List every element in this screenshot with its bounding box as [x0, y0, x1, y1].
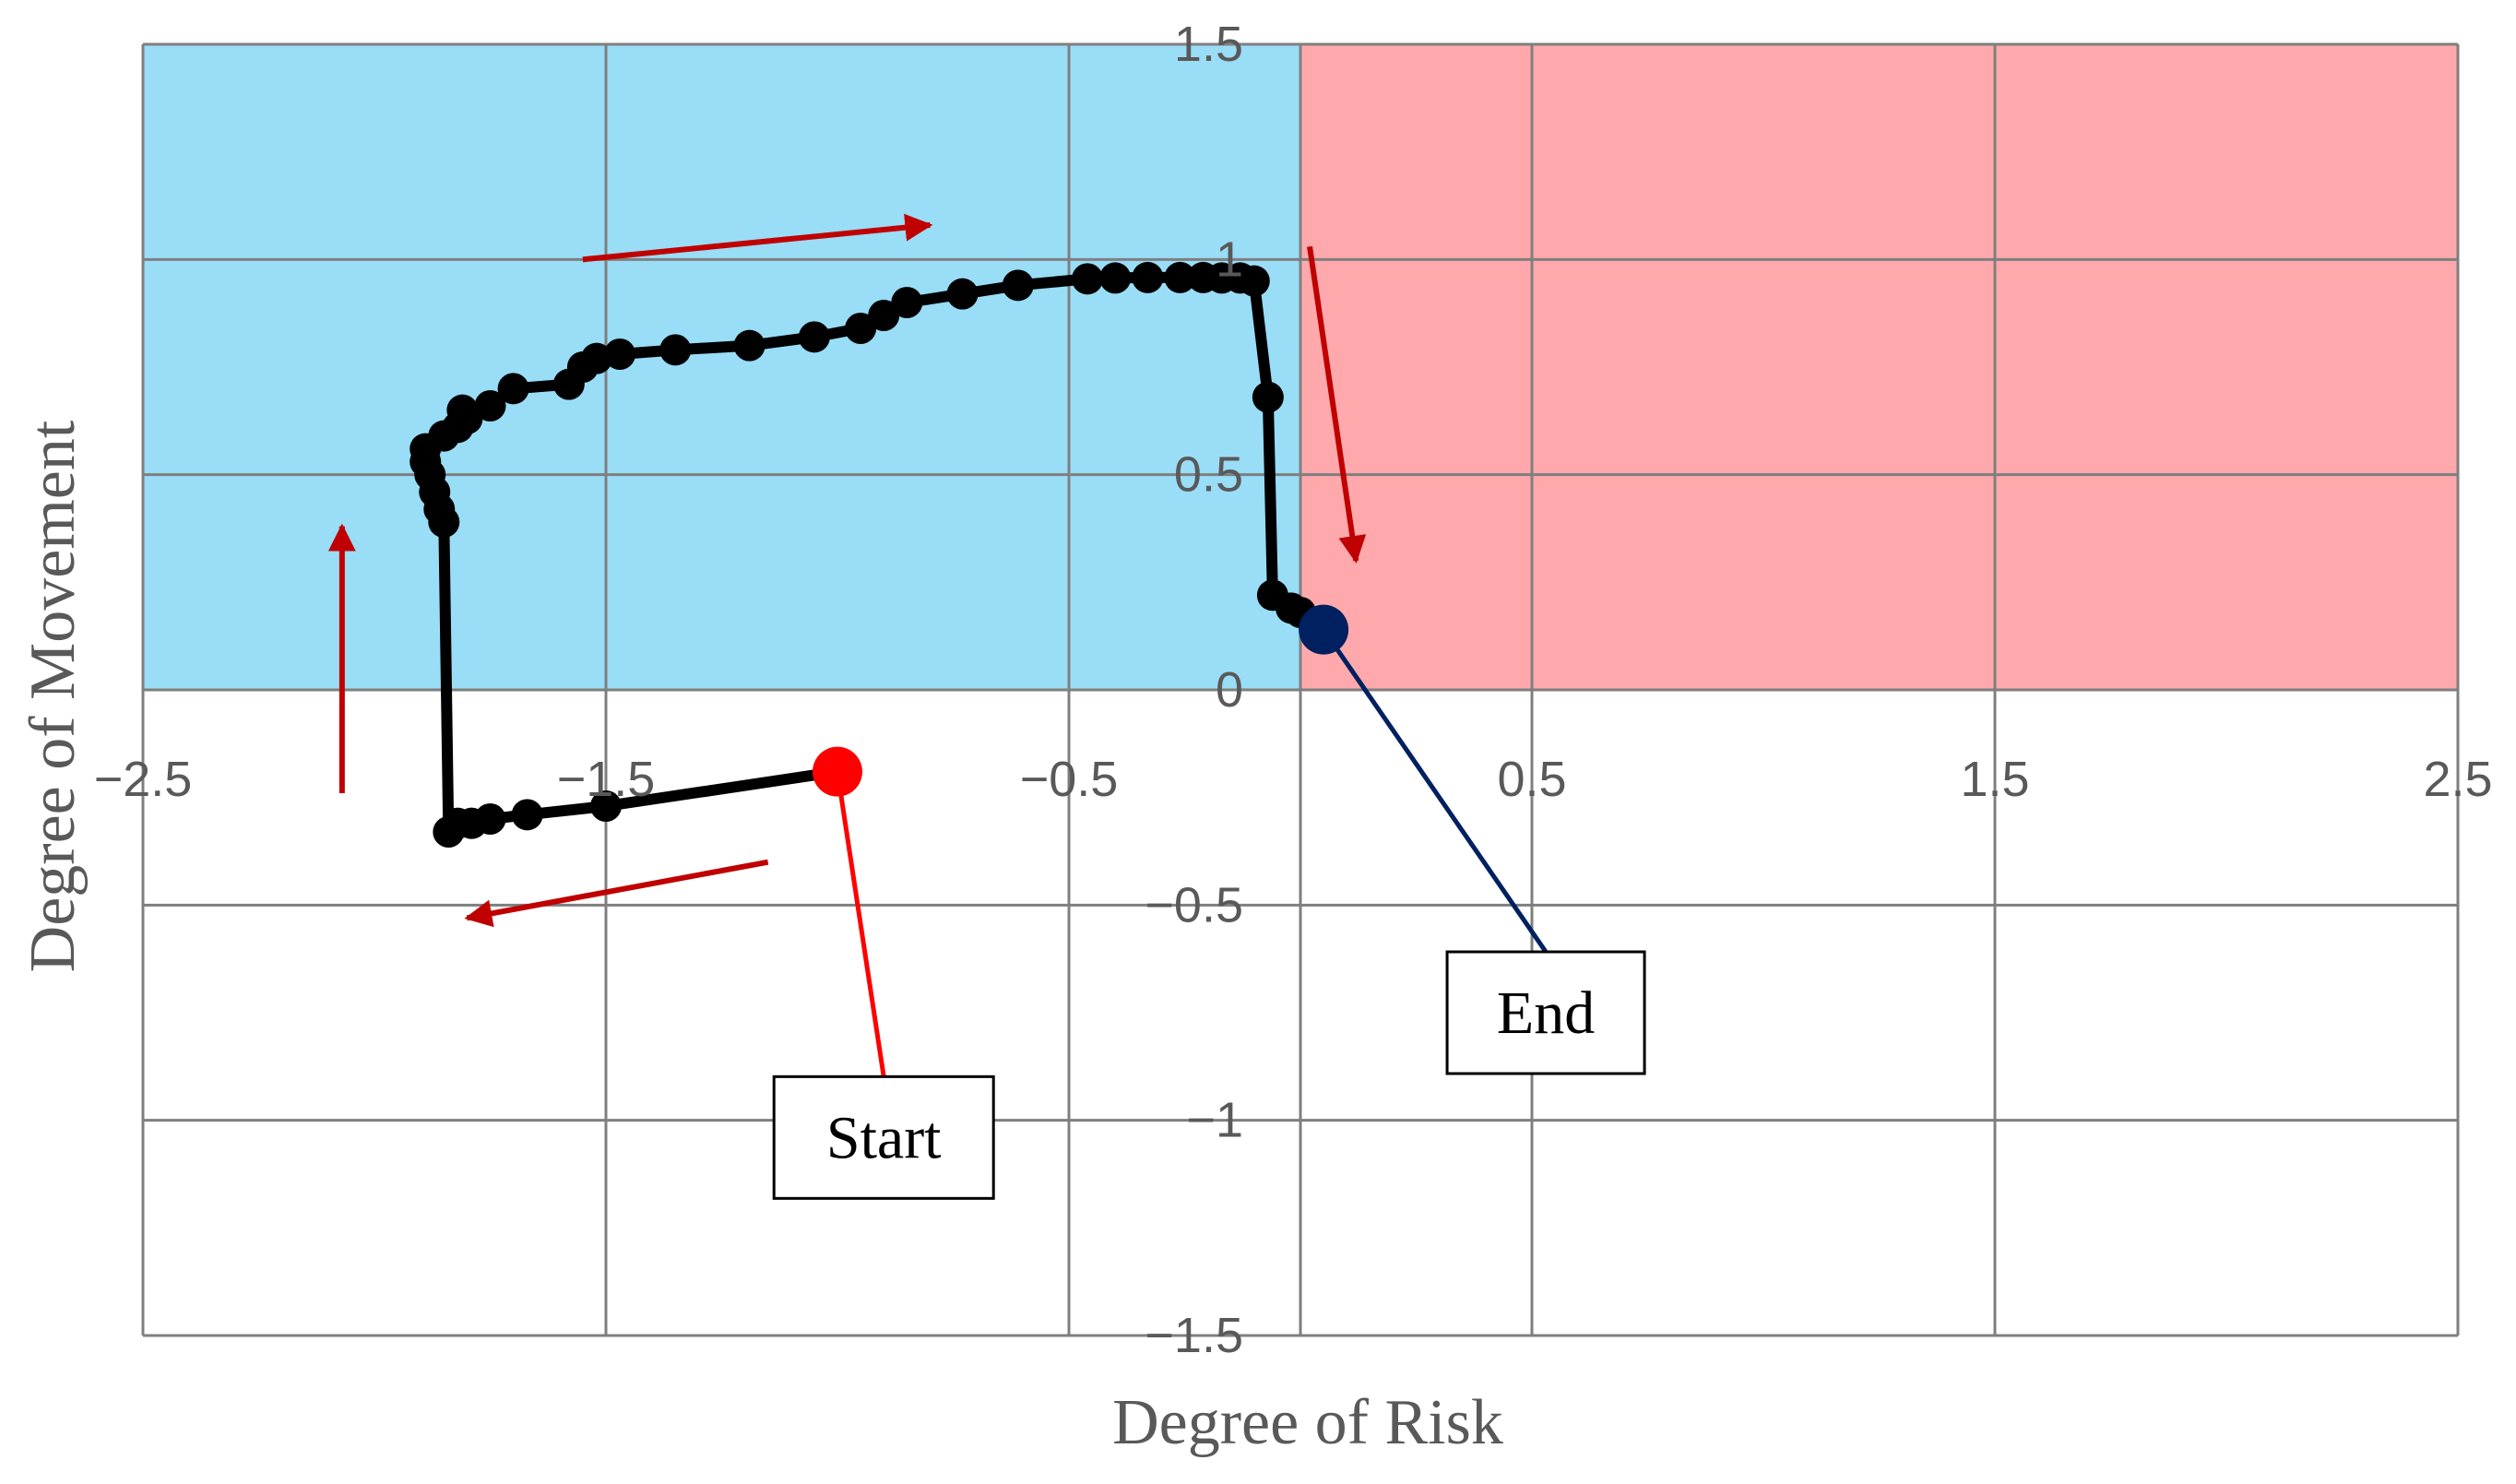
- data-point: [580, 342, 612, 374]
- data-point: [1099, 262, 1132, 294]
- tick-labels: −2.5 −1.5 −0.5 0.5 1.5 2.5 1.5 1 0.5 0 −0.5 −1 −1.5: [94, 17, 2493, 1363]
- data-point: [1132, 261, 1164, 293]
- data-point: [497, 373, 529, 405]
- x-tick-label: 2.5: [2423, 752, 2492, 807]
- data-point: [1002, 269, 1034, 302]
- blue-quadrant: [143, 44, 1300, 690]
- x-tick-label: −2.5: [94, 752, 193, 807]
- annotation-boxes: Start End: [772, 950, 1646, 1200]
- quadrant-regions: [143, 44, 2458, 690]
- annotation-label: Start: [826, 1104, 942, 1171]
- y-tick-label: −1.5: [1145, 1308, 1243, 1363]
- grid-lines: [141, 42, 2460, 1337]
- annotation-label: End: [1497, 979, 1595, 1047]
- y-tick-label: 0.5: [1174, 447, 1243, 503]
- direction-arrows: [327, 213, 1367, 928]
- y-tick-label: 1.5: [1174, 17, 1243, 72]
- data-series: [409, 261, 1349, 848]
- end-point: [1299, 604, 1349, 655]
- data-point: [1072, 263, 1104, 295]
- x-tick-label: −0.5: [1020, 752, 1119, 807]
- x-tick-label: 1.5: [1960, 752, 2029, 807]
- data-point: [733, 329, 765, 362]
- annotation-box: [1445, 950, 1646, 1075]
- leader-line: [1322, 628, 1549, 954]
- data-point: [798, 321, 830, 353]
- x-tick-label: 0.5: [1497, 752, 1566, 807]
- data-point: [845, 313, 877, 344]
- y-tick-label: 0: [1216, 662, 1243, 718]
- start-point: [813, 746, 862, 797]
- data-point: [946, 278, 979, 310]
- data-point: [474, 390, 506, 421]
- data-point: [659, 334, 692, 366]
- direction-arrow: [1307, 245, 1367, 564]
- x-axis-title: Degree of Risk: [1112, 1387, 1503, 1458]
- data-point: [1164, 261, 1196, 293]
- annotation-leader-lines: [835, 628, 1549, 1077]
- data-point: [891, 287, 923, 318]
- data-point: [1252, 381, 1284, 413]
- y-tick-label: −1: [1186, 1093, 1243, 1148]
- direction-arrow: [582, 213, 933, 263]
- data-point: [868, 300, 900, 331]
- y-tick-label: 1: [1216, 232, 1243, 287]
- y-tick-label: −0.5: [1145, 877, 1243, 932]
- data-point: [511, 799, 543, 831]
- red-quadrant: [1300, 44, 2458, 690]
- direction-arrow: [464, 859, 769, 928]
- x-tick-label: −1.5: [557, 752, 656, 807]
- data-point: [446, 394, 479, 426]
- annotation-box: [772, 1074, 995, 1200]
- y-axis-title: Degree of Movement: [18, 420, 89, 972]
- data-point: [590, 790, 622, 822]
- leader-line: [835, 771, 886, 1077]
- data-point: [433, 816, 465, 848]
- data-point: [1238, 265, 1270, 297]
- data-point: [604, 338, 636, 370]
